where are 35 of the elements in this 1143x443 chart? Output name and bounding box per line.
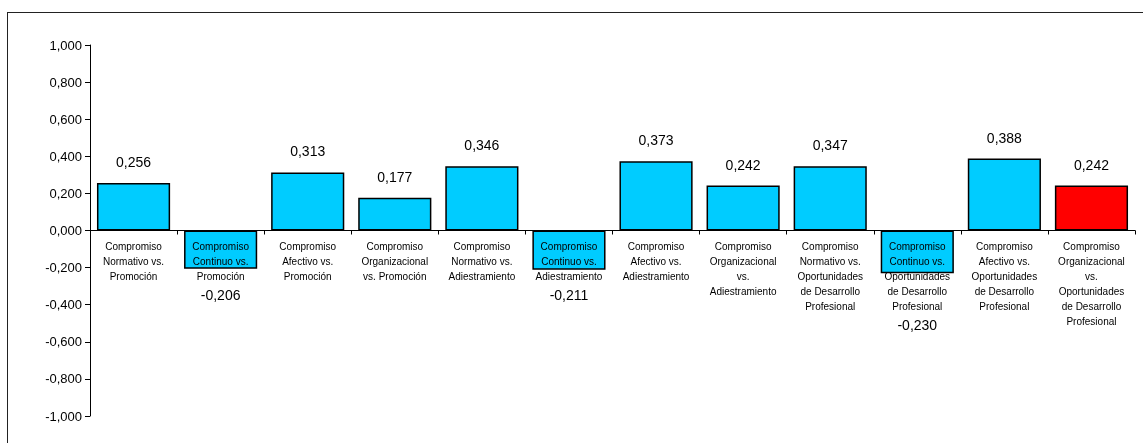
x-tick-label: Compromiso Normativo vs. Promoción	[102, 240, 165, 282]
data-label: 0,388	[986, 129, 1023, 146]
y-tick-label: 0,200	[49, 185, 82, 201]
x-tick-label: Compromiso Organizacional vs. Oportunidades de Desarrollo Profesional	[1058, 240, 1125, 327]
data-label: 0,177	[377, 168, 413, 185]
x-tick-label: Compromiso Afectivo vs. Adiestramiento	[622, 240, 690, 282]
data-label: 0,242	[1073, 156, 1110, 173]
data-label: 0,346	[464, 137, 500, 154]
y-tick-label: 0,000	[49, 223, 82, 238]
x-tick-label: Compromiso Organizacional vs. Adiestramiento	[709, 240, 777, 297]
y-tick-label: -0,400	[45, 297, 82, 313]
data-label: 0,347	[812, 137, 848, 154]
data-label: -0,230	[897, 316, 938, 333]
x-tick-label: Compromiso Normativo vs. Oportunidades de Desarrollo Profesional	[797, 240, 864, 312]
y-tick-label: -1,000	[45, 408, 82, 424]
x-tick-label: Compromiso Normativo vs. Adiestramiento	[448, 240, 516, 282]
x-tick-label: Compromiso Afectivo vs. Promoción	[279, 240, 337, 282]
y-tick-label: -0,600	[45, 334, 82, 350]
y-tick-label: 1,000	[49, 37, 82, 53]
data-label: 0,313	[290, 143, 326, 160]
x-tick-label: Compromiso Afectivo vs. Oportunidades de Desarrollo Profesional	[971, 240, 1038, 312]
x-tick-label: Compromiso Continuo vs. Adiestramiento	[535, 240, 603, 282]
x-tick-label: Compromiso Continuo vs. Oportunidades de Desarrollo Profesional	[884, 240, 951, 312]
data-label: -0,211	[549, 286, 589, 303]
data-label: 0,373	[638, 132, 674, 149]
y-tick-label: 0,600	[49, 111, 82, 127]
y-tick-label: -0,200	[45, 260, 82, 276]
x-tick-label: Compromiso Continuo vs. Promoción	[192, 240, 250, 282]
data-label: 0,242	[725, 156, 761, 173]
data-label: 0,256	[116, 154, 152, 171]
y-tick-label: -0,800	[45, 371, 82, 387]
y-tick-label: 0,400	[49, 148, 82, 164]
data-label: -0,206	[200, 286, 241, 303]
x-tick-label: Compromiso Organizacional vs. Promoción	[361, 240, 429, 282]
y-tick-label: 0,800	[49, 74, 82, 90]
